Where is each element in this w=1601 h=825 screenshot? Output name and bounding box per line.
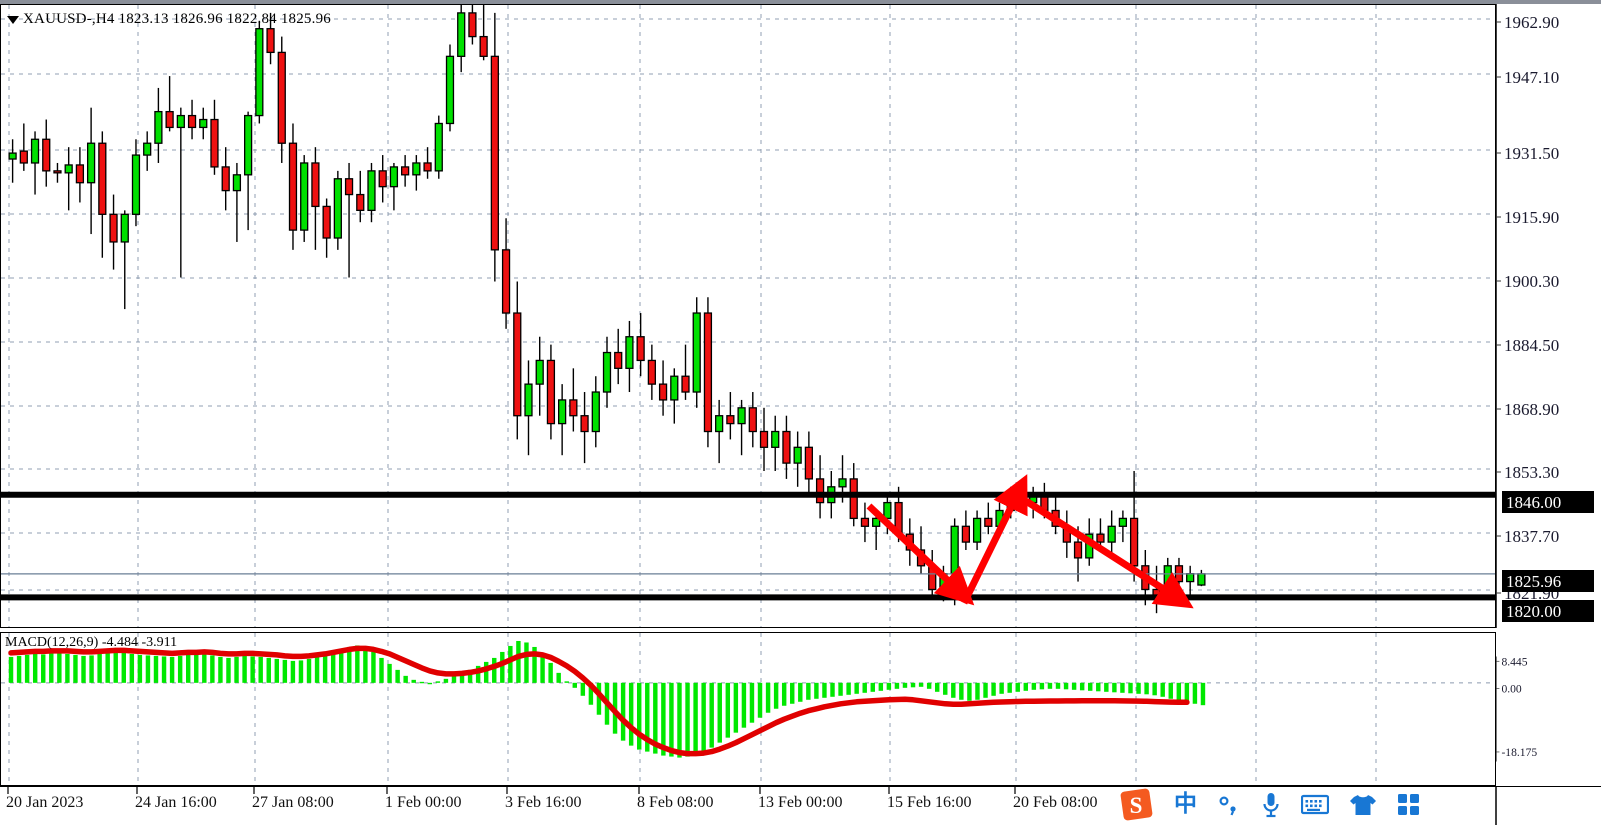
- window-top-bar: [0, 0, 1601, 5]
- price-chart-pane[interactable]: XAUUSD-,H4 1823.13 1826.96 1822.84 1825.…: [0, 4, 1496, 628]
- svg-text:1825.96: 1825.96: [1506, 572, 1561, 591]
- skin-theme-icon[interactable]: [1349, 793, 1377, 817]
- svg-text:1837.70: 1837.70: [1504, 527, 1559, 546]
- svg-text:27 Jan 08:00: 27 Jan 08:00: [252, 794, 334, 811]
- svg-text:1947.10: 1947.10: [1504, 68, 1559, 87]
- macd-axis-canvas: 8.445 0.00 -18.175: [1496, 655, 1537, 762]
- svg-text:8.445: 8.445: [1501, 655, 1527, 668]
- svg-text:1820.00: 1820.00: [1506, 602, 1561, 621]
- time-axis[interactable]: 20 Jan 2023 24 Jan 16:00 27 Jan 08:00 1 Feb…: [0, 786, 1601, 825]
- macd-axis[interactable]: 8.445 0.00 -18.175: [1496, 632, 1601, 786]
- macd-canvas[interactable]: [1, 633, 1495, 785]
- svg-text:20 Jan 2023: 20 Jan 2023: [6, 794, 83, 811]
- toolbox-menu-icon[interactable]: [1397, 793, 1421, 817]
- sogou-ime-toolbar[interactable]: S 中: [1120, 784, 1421, 825]
- chinese-input-mode-icon[interactable]: 中: [1174, 791, 1197, 817]
- svg-text:1853.30: 1853.30: [1504, 463, 1559, 482]
- svg-text:S: S: [1130, 793, 1143, 818]
- svg-text:8 Feb 08:00: 8 Feb 08:00: [637, 794, 713, 811]
- svg-text:20 Feb 08:00: 20 Feb 08:00: [1013, 794, 1097, 811]
- chart-header: XAUUSD-,H4 1823.13 1826.96 1822.84 1825.…: [7, 11, 331, 28]
- svg-text:1884.50: 1884.50: [1504, 336, 1559, 355]
- svg-text:3 Feb 16:00: 3 Feb 16:00: [505, 794, 581, 811]
- svg-text:15 Feb 16:00: 15 Feb 16:00: [887, 794, 971, 811]
- triangle-down-icon[interactable]: [7, 15, 19, 24]
- macd-indicator-pane[interactable]: MACD(12,26,9) -4.484 -3.911: [0, 632, 1496, 786]
- svg-text:13 Feb 00:00: 13 Feb 00:00: [758, 794, 842, 811]
- price-axis-canvas: 1962.90 1947.10 1931.50 1915.90 1900.30 1884.…: [1496, 4, 1594, 628]
- svg-text:-18.175: -18.175: [1501, 746, 1537, 759]
- soft-keyboard-icon[interactable]: [1301, 794, 1329, 815]
- chart-header-text: XAUUSD-,H4 1823.13 1826.96 1822.84 1825.…: [23, 11, 331, 27]
- price-axis[interactable]: 1962.90 1947.10 1931.50 1915.90 1900.30 1884.…: [1496, 4, 1601, 628]
- sogou-logo-icon[interactable]: S: [1120, 788, 1154, 822]
- svg-text:1915.90: 1915.90: [1504, 208, 1559, 227]
- svg-text:1962.90: 1962.90: [1504, 13, 1559, 32]
- svg-text:1931.50: 1931.50: [1504, 144, 1559, 163]
- svg-text:1846.00: 1846.00: [1506, 493, 1561, 512]
- macd-label: MACD(12,26,9) -4.484 -3.911: [5, 635, 178, 650]
- svg-text:24 Jan 16:00: 24 Jan 16:00: [135, 794, 217, 811]
- voice-input-icon[interactable]: [1261, 792, 1281, 818]
- svg-text:1868.90: 1868.90: [1504, 400, 1559, 419]
- time-axis-canvas: 20 Jan 2023 24 Jan 16:00 27 Jan 08:00 1 Feb…: [6, 787, 1497, 825]
- svg-text:1900.30: 1900.30: [1504, 272, 1559, 291]
- svg-text:0.00: 0.00: [1501, 683, 1521, 696]
- price-chart-canvas[interactable]: [1, 5, 1495, 627]
- svg-text:1 Feb 00:00: 1 Feb 00:00: [385, 794, 461, 811]
- punctuation-mode-icon[interactable]: [1217, 794, 1241, 816]
